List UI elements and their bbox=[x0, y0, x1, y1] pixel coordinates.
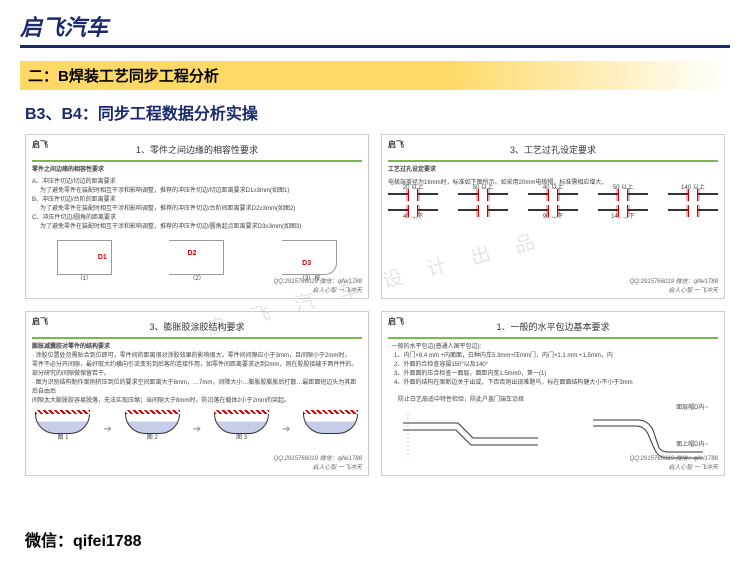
bead-row: 图 1 ➔ 图 2 ➔ 图 3 ➔ bbox=[32, 412, 362, 447]
diagram-box: D3 bbox=[282, 240, 337, 275]
header: 启飞汽车 bbox=[0, 0, 750, 53]
panel-4: 启飞 1、一般的水平包边基本要求 · 一般的水平包边(普通人国平包边): 1、内… bbox=[381, 311, 725, 476]
text: 3、外面面的压合检查一面层，面距内宽1.5mm0，第一(1) bbox=[394, 370, 718, 379]
text: 部分研究的间隙做保留若干。 bbox=[32, 370, 362, 379]
contact: QQ:2915766019 微信：qifei1788 bbox=[630, 453, 718, 462]
footer-wechat: 微信：qifei1788 bbox=[25, 527, 142, 551]
slogan: 启人心智 一飞冲天 bbox=[630, 285, 718, 294]
panel-body: 零件之间边缘的相容性要求 A、冲压件切边/切边的距离要求 为了避免零件在装配时相… bbox=[32, 166, 362, 284]
panel-footer: QQ:2915766019 微信：qifei1788 启人心智 一飞冲天 bbox=[274, 276, 362, 294]
section-bar: 二：B焊装工艺同步工程分析 bbox=[20, 61, 730, 90]
arrow-icon: ➔ bbox=[103, 422, 111, 437]
text: 为了避免零件在装配时相互干涉和影响调整，推荐的冲压件切边/圆角起点距离要求D3≥… bbox=[40, 223, 362, 232]
panel-body: 工艺过孔设定要求 电极端盖径为16mm时，标准如下图所示。如采用20mm电极帽，… bbox=[388, 166, 718, 222]
panel-footer: QQ:2915766019 微信：qifei1788 启人心智 一飞冲天 bbox=[630, 453, 718, 471]
caption: 图 1 bbox=[35, 434, 90, 443]
bead-diagram: 图 3 bbox=[214, 412, 269, 447]
sub: 零件之间边缘的相容性要求 bbox=[32, 166, 362, 175]
text: · 一般的水平包边(普通人国平包边): bbox=[388, 343, 718, 352]
fold-svg bbox=[398, 408, 548, 468]
hole-diagram: 40 以上90 以下 bbox=[528, 198, 578, 222]
panel-title: 1、零件之间边缘的相容性要求 bbox=[32, 143, 362, 156]
annotation: 面上帽D内~ bbox=[676, 441, 708, 450]
text: 为了避免零件在装配时相互干涉和影响调整，推荐的冲压件切边/台阶间距离要求D2≥3… bbox=[40, 205, 362, 214]
panel-title: 1、一般的水平包边基本要求 bbox=[388, 320, 718, 333]
bead-diagram: 图 2 bbox=[125, 412, 180, 447]
divider bbox=[32, 337, 362, 339]
panel-footer: QQ:2915766019 微信：qifei1788 启人心智 一飞冲天 bbox=[274, 453, 362, 471]
hole-diagram: 50 以上140 以下 bbox=[598, 198, 648, 222]
holes-row: 20 以上40 以下 50 以上 40 以上90 以下 50 以上140 以下 … bbox=[388, 198, 718, 222]
panel-brand: 启飞 bbox=[32, 139, 48, 150]
arrow-icon: ➔ bbox=[282, 422, 290, 437]
arrow-icon: ➔ bbox=[193, 422, 201, 437]
text: 1、内门×8.4 mm +内面面，白种内车5.3mm+压mm门，内门×1.1 m… bbox=[394, 352, 718, 361]
panel-2: 启飞 3、工艺过孔设定要求 工艺过孔设定要求 电极端盖径为16mm时，标准如下图… bbox=[381, 134, 725, 299]
panel-brand: 启飞 bbox=[388, 139, 404, 150]
contact: QQ:2915766019 微信：qifei1788 bbox=[630, 276, 718, 285]
logo: 启飞汽车 bbox=[20, 10, 730, 48]
subtitle: B3、B4：同步工程数据分析实操 bbox=[0, 90, 750, 134]
text: C、冲压件切边/圆角的距离要求 bbox=[32, 214, 362, 223]
label-d3: D3 bbox=[302, 259, 311, 270]
panel-footer: QQ:2915766019 微信：qifei1788 启人心智 一飞冲天 bbox=[630, 276, 718, 294]
sub: 工艺过孔设定要求 bbox=[388, 166, 718, 175]
text: 零件不必分开间隙，最好取大约横向引流变形到后客的连接作用，如零件间距离要求达到2… bbox=[32, 361, 362, 370]
caption: （2） bbox=[169, 275, 224, 284]
divider bbox=[388, 337, 718, 339]
panel-body: 膨胀减震胶对零件的结构要求 · 涂胶位置处勿需贴合到位即可，零件间的距离很对涂胶… bbox=[32, 343, 362, 447]
diagram-box: D1 bbox=[57, 240, 112, 275]
hole-diagram: 20 以上40 以下 bbox=[388, 198, 438, 222]
text: 为了避免零件在装配时相互干涉和影响调整，推荐的冲压件切边/切边距离要求D1≥3m… bbox=[40, 187, 362, 196]
text: 间隙太大膨胀胶容易脱落，无法实现压缩；当间隙大于8mm时，防沿落在载体2小于2m… bbox=[32, 397, 362, 406]
panel-brand: 启飞 bbox=[32, 316, 48, 327]
panel-brand: 启飞 bbox=[388, 316, 404, 327]
bead-diagram: 图 1 bbox=[35, 412, 90, 447]
text: · 图为识别结构制作案例挤压到位的要求空间距离大于8mm，…7mm，间障大小…膨… bbox=[32, 379, 362, 397]
divider bbox=[388, 160, 718, 162]
slogan: 启人心智 一飞冲天 bbox=[274, 462, 362, 471]
text: 2、外面的合检查容摄150°以及140° bbox=[394, 361, 718, 370]
bead-diagram bbox=[303, 412, 358, 447]
caption: 图 2 bbox=[125, 434, 180, 443]
annotation: 防止白艺扇适中特性检验，防此户盖门端车沿择 bbox=[398, 396, 524, 405]
label-d2: D2 bbox=[187, 249, 196, 260]
text: A、冲压件切边/切边的距离要求 bbox=[32, 178, 362, 187]
contact: QQ:2915766019 微信：qifei1788 bbox=[274, 453, 362, 462]
diagram-box: D2 bbox=[169, 240, 224, 275]
caption: （1） bbox=[57, 275, 112, 284]
text: B、冲压件切边/台阶的距离要求 bbox=[32, 196, 362, 205]
sub: 膨胀减震胶对零件的结构要求 bbox=[32, 343, 362, 352]
text: · 涂胶位置处勿需贴合到位即可，零件间的距离很对涂胶效果的影响很大，零件间间隙应… bbox=[32, 352, 362, 361]
slogan: 启人心智 一飞冲天 bbox=[274, 285, 362, 294]
text: 4、外面的结构在案断边关于出或，下否否则出现难题鸟，标在面面结构健大小不小于3m… bbox=[394, 379, 718, 388]
panel-body: · 一般的水平包边(普通人国平包边): 1、内门×8.4 mm +内面面，白种内… bbox=[388, 343, 718, 466]
hole-diagram: 140 以上 bbox=[668, 198, 718, 222]
label-d1: D1 bbox=[98, 253, 107, 264]
panel-3: 启飞 3、膨胀胶涂胶结构要求 膨胀减震胶对零件的结构要求 · 涂胶位置处勿需贴合… bbox=[25, 311, 369, 476]
caption: 图 3 bbox=[214, 434, 269, 443]
hole-diagram: 50 以上 bbox=[458, 198, 508, 222]
contact: QQ:2915766019 微信：qifei1788 bbox=[274, 276, 362, 285]
panel-1: 启飞 1、零件之间边缘的相容性要求 零件之间边缘的相容性要求 A、冲压件切边/切… bbox=[25, 134, 369, 299]
panel-title: 3、工艺过孔设定要求 bbox=[388, 143, 718, 156]
panels-grid: 启飞 1、零件之间边缘的相容性要求 零件之间边缘的相容性要求 A、冲压件切边/切… bbox=[0, 134, 750, 476]
panel-title: 3、膨胀胶涂胶结构要求 bbox=[32, 320, 362, 333]
divider bbox=[32, 160, 362, 162]
slogan: 启人心智 一飞冲天 bbox=[630, 462, 718, 471]
